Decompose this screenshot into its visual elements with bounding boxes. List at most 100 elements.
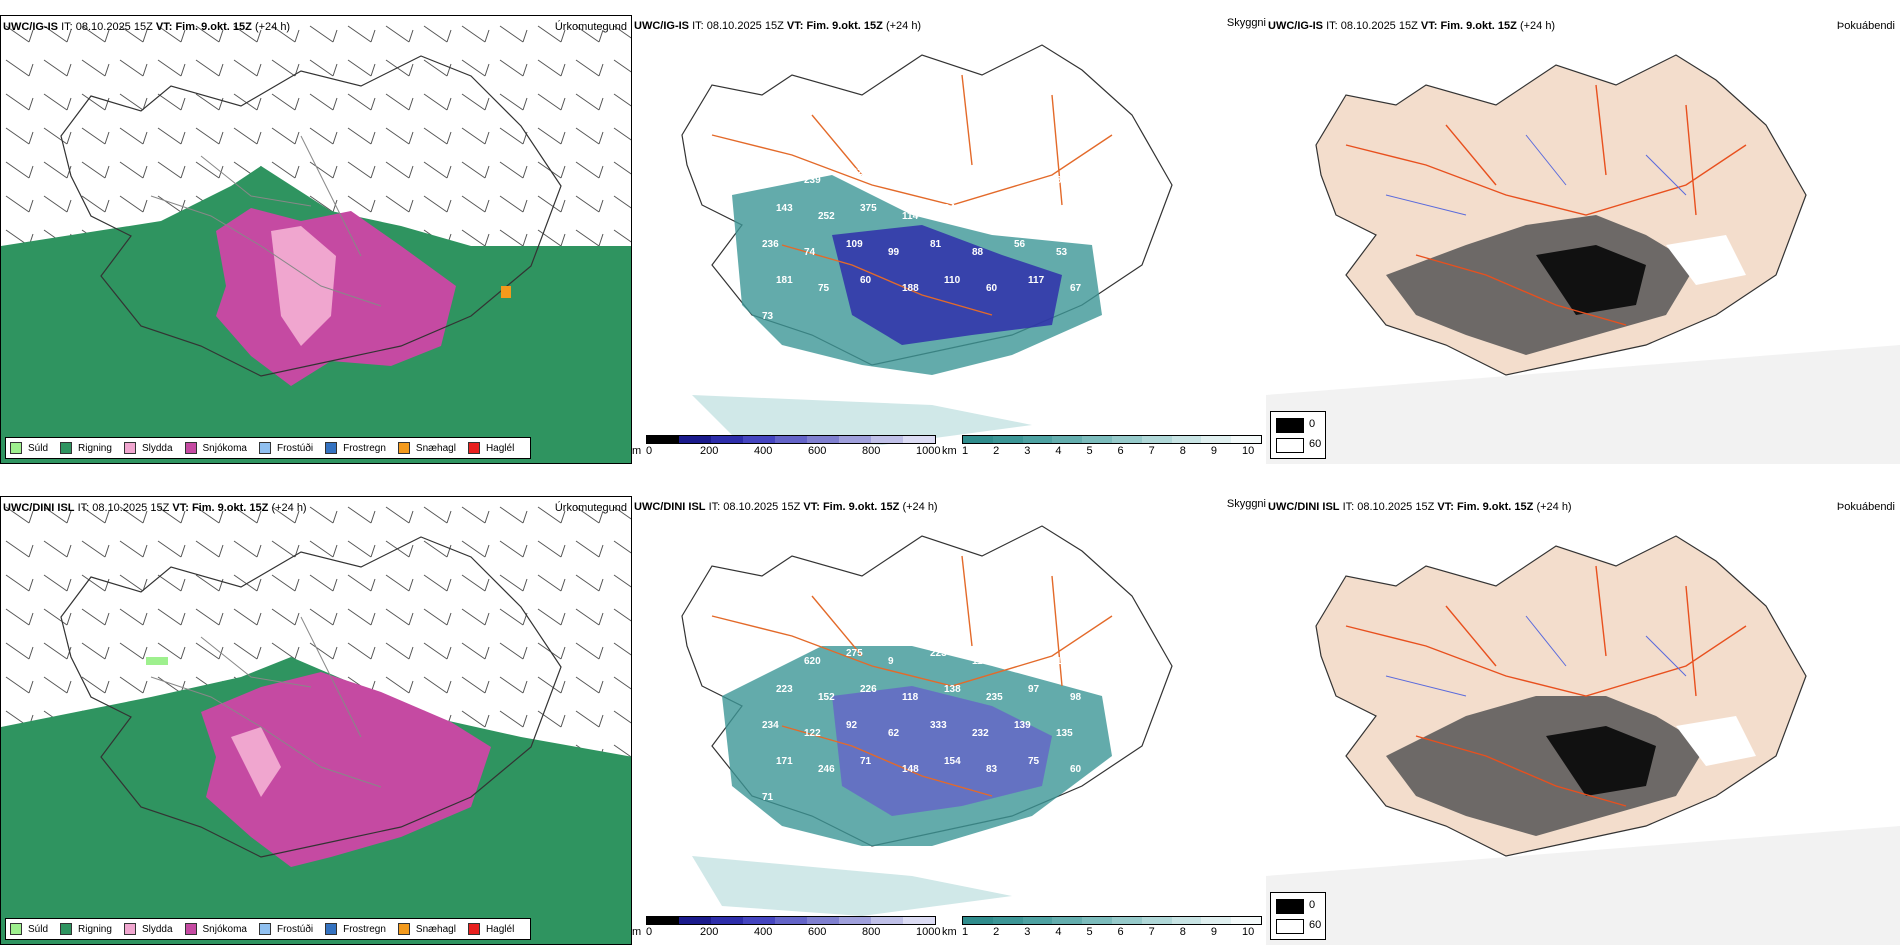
colorbar-segment (1052, 436, 1083, 443)
visibility-value: 87 (1056, 175, 1068, 186)
colorbar-tick: 8 (1179, 926, 1186, 938)
legend-item: Snæhagl (397, 923, 456, 935)
visibility-labels: 95 239 382 89 87 79 66 87 143 252 375 114 94 130 84 47 2… (762, 167, 1082, 322)
colorbar-segment (647, 917, 679, 924)
visibility-value: 71 (860, 756, 872, 767)
panel-title: UWC/IG-IS IT: 08.10.2025 15Z VT: Fim. 9.… (1268, 20, 1556, 32)
colorbar-tick: 800 (862, 445, 881, 457)
colorbar-tick: 1000 (916, 926, 941, 938)
visibility-value: 60 (1070, 764, 1082, 775)
visibility-value: 275 (846, 648, 863, 659)
colorbar-segment (1231, 436, 1261, 443)
fog-area (1386, 215, 1696, 355)
visibility-value: 99 (888, 247, 900, 258)
colorbar-tick: 4 (1055, 926, 1062, 938)
colorbar-tick: 3 (1024, 445, 1031, 457)
precip-legend: Súld Rigning Slydda Snjókoma Frostúði Fr… (5, 918, 532, 940)
colorbar-segment (992, 436, 1023, 443)
panel-product-label: Úrkomutegund (554, 21, 627, 33)
visibility-value: 94 (944, 203, 956, 214)
fog-map (1266, 54, 1900, 464)
coastline (60, 55, 562, 377)
visibility-value: 171 (1056, 656, 1073, 667)
colorbar-segment (1231, 917, 1261, 924)
colorbar-segment (775, 436, 807, 443)
colorbar-tick: 2 (993, 445, 1000, 457)
colorbar-segment (871, 436, 903, 443)
colorbar-tick: 10 (1242, 926, 1255, 938)
fog-area (1386, 696, 1706, 836)
legend-item: Haglél (467, 442, 514, 454)
colorbar-segment (1171, 917, 1202, 924)
visibility-map: 95 239 382 89 87 79 66 87 143 252 375 114 94 130 84 47 2… (681, 44, 1173, 445)
roads (1345, 565, 1747, 807)
colorbar-tick: 8 (1179, 445, 1186, 457)
fog-legend: 0 60 (1270, 411, 1326, 459)
colorbar-tick: 5 (1086, 445, 1093, 457)
visibility-value: 88 (972, 247, 984, 258)
visibility-value: 235 (986, 692, 1003, 703)
panel-title: UWC/DINI ISL IT: 08.10.2025 15Z VT: Fim.… (634, 501, 938, 513)
visibility-value: 130 (986, 211, 1003, 222)
legend-item: Snæhagl (397, 442, 456, 454)
colorbar-segment (679, 917, 711, 924)
colorbar-segment (963, 436, 993, 443)
visibility-value: 84 (1028, 203, 1040, 214)
legend-swatch (1276, 438, 1304, 453)
legend-swatch (1276, 899, 1304, 914)
colorbar-tick: 1000 (916, 445, 941, 457)
colorbar-segment (1111, 436, 1142, 443)
legend-swatch (123, 923, 136, 935)
visibility-value: 73 (762, 311, 774, 322)
visibility-value: 83 (762, 648, 774, 659)
visibility-value: 152 (818, 692, 835, 703)
legend-swatch (10, 923, 22, 935)
visibility-value: 81 (930, 239, 942, 250)
colorbar-segment (963, 917, 993, 924)
visibility-value: 117 (972, 656, 989, 667)
snow-area (201, 672, 491, 867)
visibility-value: 139 (1014, 720, 1031, 731)
visibility-value: 252 (818, 211, 835, 222)
visibility-value: 75 (1028, 756, 1040, 767)
legend-item: Frostúði (258, 442, 313, 454)
visibility-value: 60 (860, 275, 872, 286)
colorbar-segment (1022, 917, 1053, 924)
colorbar-tick: 1 (962, 445, 969, 457)
colorbar-segment (992, 917, 1023, 924)
colorbar-tick: 7 (1148, 445, 1155, 457)
visibility-value: 97 (1028, 684, 1040, 695)
colorbar-tick: 600 (808, 926, 827, 938)
fog-legend: 0 60 (1270, 892, 1326, 940)
visibility-panel-2: UWC/DINI ISL IT: 08.10.2025 15Z VT: Fim.… (632, 496, 1266, 945)
legend-item: Rigning (60, 923, 112, 935)
panel-title: UWC/IG-IS IT: 08.10.2025 15Z VT: Fim. 9.… (3, 21, 291, 33)
visibility-value: 236 (762, 239, 779, 250)
precip-type-panel-2: UWC/DINI ISL IT: 08.10.2025 15Z VT: Fim.… (0, 496, 632, 945)
colorbar-segment (839, 436, 871, 443)
visibility-value: 92 (846, 720, 858, 731)
precip-map (1, 16, 631, 463)
visibility-value: 239 (804, 175, 821, 186)
colorbar-tick: 3 (1024, 926, 1031, 938)
legend-item: Súld (10, 923, 48, 935)
legend-swatch (10, 442, 22, 454)
colorbar-segment (1141, 436, 1172, 443)
roads (150, 135, 382, 307)
roads (1345, 84, 1747, 326)
visibility-value: 47 (1070, 211, 1082, 222)
legend-item: Haglél (467, 923, 514, 935)
colorbar-segment (775, 917, 807, 924)
fog-core (1536, 245, 1646, 315)
visibility-value: 89 (888, 175, 900, 186)
panel-title: UWC/DINI ISL IT: 08.10.2025 15Z VT: Fim.… (3, 502, 307, 514)
legend-swatch (184, 442, 197, 454)
visibility-value: 138 (944, 684, 961, 695)
legend-swatch (467, 442, 480, 454)
colorbar-tick: 9 (1210, 445, 1217, 457)
legend-item: Súld (10, 442, 48, 454)
legend-swatch (325, 923, 338, 935)
cloud-base-area (832, 686, 1052, 816)
visibility-value: 143 (776, 203, 793, 214)
colorbar-tick: 10 (1242, 445, 1255, 457)
